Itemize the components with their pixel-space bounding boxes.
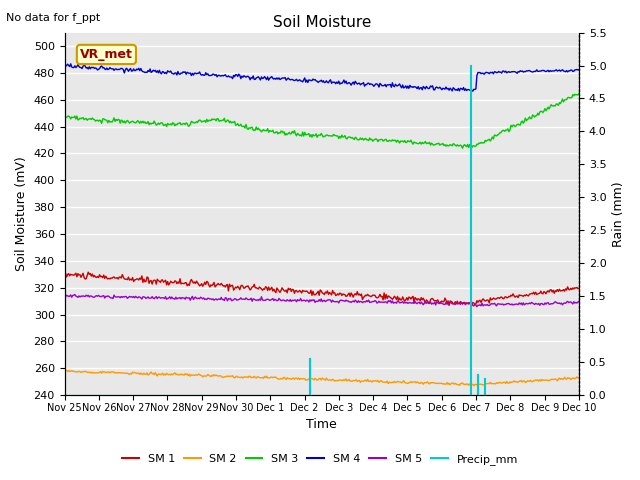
Y-axis label: Soil Moisture (mV): Soil Moisture (mV) <box>15 156 28 271</box>
X-axis label: Time: Time <box>307 419 337 432</box>
Title: Soil Moisture: Soil Moisture <box>273 15 371 30</box>
Text: VR_met: VR_met <box>80 48 133 61</box>
Y-axis label: Rain (mm): Rain (mm) <box>612 181 625 247</box>
Legend: SM 1, SM 2, SM 3, SM 4, SM 5, Precip_mm: SM 1, SM 2, SM 3, SM 4, SM 5, Precip_mm <box>118 450 522 469</box>
Text: No data for f_ppt: No data for f_ppt <box>6 12 100 23</box>
